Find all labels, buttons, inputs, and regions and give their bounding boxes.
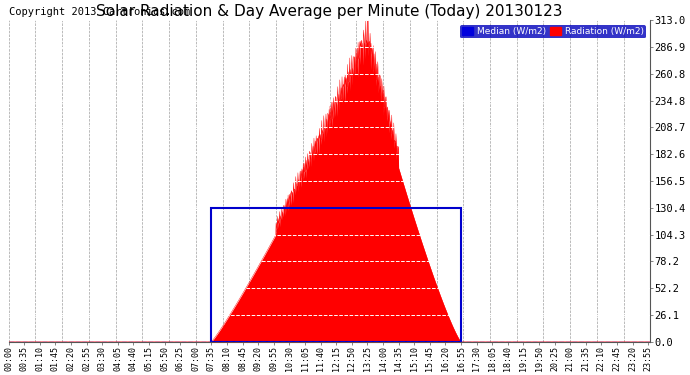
Legend: Median (W/m2), Radiation (W/m2): Median (W/m2), Radiation (W/m2) [460, 25, 646, 38]
Bar [211, 208, 461, 342]
Title: Solar Radiation & Day Average per Minute (Today) 20130123: Solar Radiation & Day Average per Minute… [97, 4, 563, 19]
Text: Copyright 2013 Cartronics.com: Copyright 2013 Cartronics.com [9, 7, 190, 17]
